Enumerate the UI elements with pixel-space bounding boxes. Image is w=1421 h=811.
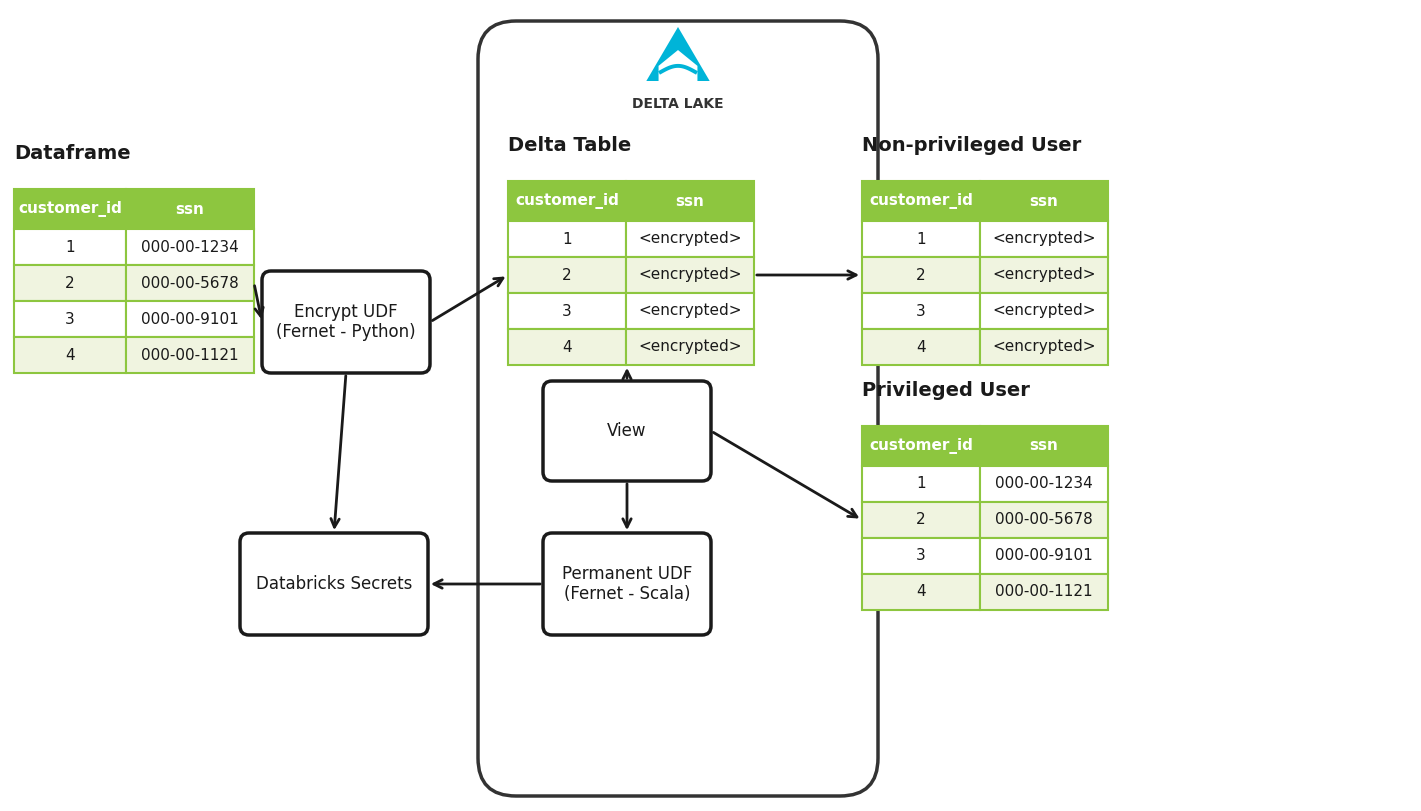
FancyBboxPatch shape: [863, 293, 980, 329]
FancyBboxPatch shape: [980, 329, 1108, 365]
Text: ssn: ssn: [1030, 194, 1059, 208]
FancyBboxPatch shape: [863, 466, 980, 502]
Polygon shape: [647, 27, 709, 81]
Text: 000-00-9101: 000-00-9101: [995, 548, 1093, 564]
Text: Delta Table: Delta Table: [507, 136, 631, 155]
Text: 3: 3: [917, 548, 926, 564]
FancyBboxPatch shape: [543, 533, 710, 635]
Text: 1: 1: [917, 231, 926, 247]
FancyBboxPatch shape: [863, 257, 980, 293]
FancyBboxPatch shape: [14, 229, 126, 265]
FancyBboxPatch shape: [980, 574, 1108, 610]
Text: <encrypted>: <encrypted>: [638, 268, 742, 282]
FancyBboxPatch shape: [507, 221, 627, 257]
Text: 000-00-1121: 000-00-1121: [141, 347, 239, 363]
Text: 2: 2: [563, 268, 571, 282]
Text: <encrypted>: <encrypted>: [992, 268, 1096, 282]
FancyBboxPatch shape: [14, 337, 126, 373]
FancyBboxPatch shape: [863, 538, 980, 574]
FancyBboxPatch shape: [863, 221, 980, 257]
Text: 000-00-1234: 000-00-1234: [141, 239, 239, 255]
FancyBboxPatch shape: [126, 337, 254, 373]
FancyBboxPatch shape: [863, 426, 980, 466]
Text: DELTA LAKE: DELTA LAKE: [632, 97, 723, 111]
Text: Non-privileged User: Non-privileged User: [863, 136, 1081, 155]
Text: Databricks Secrets: Databricks Secrets: [256, 575, 412, 593]
Text: 1: 1: [65, 239, 75, 255]
Text: Encrypt UDF
(Fernet - Python): Encrypt UDF (Fernet - Python): [276, 303, 416, 341]
Text: 2: 2: [917, 513, 926, 527]
Text: customer_id: customer_id: [870, 193, 973, 209]
FancyBboxPatch shape: [627, 329, 755, 365]
FancyBboxPatch shape: [980, 221, 1108, 257]
Text: <encrypted>: <encrypted>: [992, 303, 1096, 319]
FancyBboxPatch shape: [126, 301, 254, 337]
FancyBboxPatch shape: [863, 574, 980, 610]
FancyBboxPatch shape: [980, 293, 1108, 329]
Text: 4: 4: [917, 340, 926, 354]
FancyBboxPatch shape: [980, 538, 1108, 574]
FancyBboxPatch shape: [863, 502, 980, 538]
FancyBboxPatch shape: [627, 257, 755, 293]
Text: 4: 4: [563, 340, 571, 354]
FancyBboxPatch shape: [543, 381, 710, 481]
FancyBboxPatch shape: [507, 257, 627, 293]
FancyBboxPatch shape: [980, 466, 1108, 502]
FancyBboxPatch shape: [627, 221, 755, 257]
FancyBboxPatch shape: [980, 502, 1108, 538]
Text: ssn: ssn: [176, 201, 205, 217]
Text: customer_id: customer_id: [514, 193, 620, 209]
Text: <encrypted>: <encrypted>: [638, 231, 742, 247]
Text: 2: 2: [65, 276, 75, 290]
FancyBboxPatch shape: [627, 293, 755, 329]
Text: 2: 2: [917, 268, 926, 282]
FancyBboxPatch shape: [863, 329, 980, 365]
FancyBboxPatch shape: [980, 426, 1108, 466]
Text: 4: 4: [917, 585, 926, 599]
FancyBboxPatch shape: [14, 189, 126, 229]
Text: 000-00-5678: 000-00-5678: [995, 513, 1093, 527]
Text: 1: 1: [917, 477, 926, 491]
FancyBboxPatch shape: [627, 181, 755, 221]
Text: <encrypted>: <encrypted>: [638, 340, 742, 354]
Text: 000-00-9101: 000-00-9101: [141, 311, 239, 327]
Text: <encrypted>: <encrypted>: [992, 231, 1096, 247]
Text: Permanent UDF
(Fernet - Scala): Permanent UDF (Fernet - Scala): [561, 564, 692, 603]
Text: ssn: ssn: [1030, 439, 1059, 453]
FancyBboxPatch shape: [126, 265, 254, 301]
Text: <encrypted>: <encrypted>: [638, 303, 742, 319]
Text: 4: 4: [65, 347, 75, 363]
Text: 000-00-5678: 000-00-5678: [141, 276, 239, 290]
FancyBboxPatch shape: [980, 181, 1108, 221]
Text: 3: 3: [917, 303, 926, 319]
FancyBboxPatch shape: [507, 181, 627, 221]
FancyBboxPatch shape: [126, 189, 254, 229]
Text: 1: 1: [563, 231, 571, 247]
Text: customer_id: customer_id: [870, 438, 973, 454]
Text: customer_id: customer_id: [18, 201, 122, 217]
FancyBboxPatch shape: [477, 21, 878, 796]
Text: Dataframe: Dataframe: [14, 144, 131, 163]
FancyBboxPatch shape: [240, 533, 428, 635]
FancyBboxPatch shape: [980, 257, 1108, 293]
Text: 000-00-1121: 000-00-1121: [995, 585, 1093, 599]
FancyBboxPatch shape: [863, 181, 980, 221]
Text: 3: 3: [563, 303, 571, 319]
FancyBboxPatch shape: [126, 229, 254, 265]
Polygon shape: [658, 50, 698, 81]
FancyBboxPatch shape: [14, 301, 126, 337]
Text: <encrypted>: <encrypted>: [992, 340, 1096, 354]
Text: View: View: [607, 422, 647, 440]
FancyBboxPatch shape: [507, 293, 627, 329]
FancyBboxPatch shape: [261, 271, 431, 373]
Text: 000-00-1234: 000-00-1234: [995, 477, 1093, 491]
FancyBboxPatch shape: [507, 329, 627, 365]
Text: Privileged User: Privileged User: [863, 381, 1030, 400]
FancyBboxPatch shape: [14, 265, 126, 301]
Text: 3: 3: [65, 311, 75, 327]
Text: ssn: ssn: [675, 194, 705, 208]
